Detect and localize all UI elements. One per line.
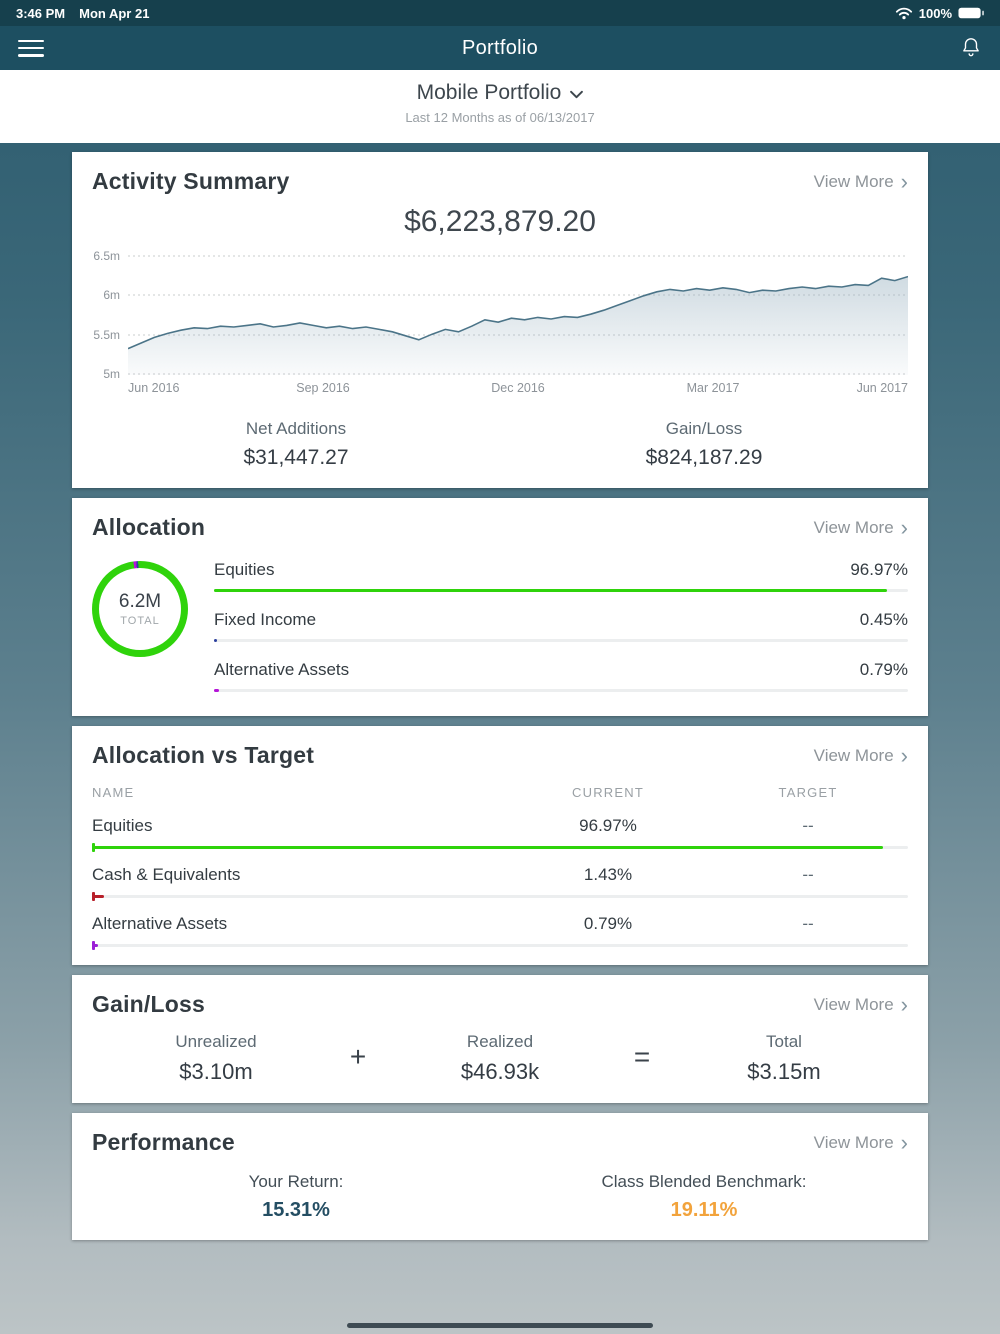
equities-bar: [214, 589, 887, 592]
nav-bar: Portfolio: [0, 26, 1000, 70]
portfolio-selector[interactable]: Mobile Portfolio: [417, 81, 584, 105]
allocation-vs-target-view-more[interactable]: View More ›: [813, 742, 908, 768]
allocation-row-alternative-assets: Alternative Assets 0.79%: [214, 655, 908, 698]
table-row: Cash & Equivalents 1.43% --: [92, 849, 908, 901]
date-range-subtitle: Last 12 Months as of 06/13/2017: [405, 110, 595, 125]
menu-button[interactable]: [18, 39, 44, 57]
equals-operator: =: [633, 1040, 651, 1072]
activity-summary-card: Activity Summary View More › $6,223,879.…: [72, 152, 928, 488]
home-indicator[interactable]: [347, 1323, 653, 1328]
chart-y-axis: 6.5m 6m 5.5m 5m: [93, 249, 120, 381]
activity-summary-title: Activity Summary: [92, 168, 290, 194]
table-row: Alternative Assets 0.79% --: [92, 898, 908, 950]
gain-loss-title: Gain/Loss: [92, 991, 205, 1017]
total-stat: Total $3.15m: [747, 1032, 821, 1084]
allocation-view-more[interactable]: View More ›: [813, 514, 908, 540]
status-date: Mon Apr 21: [79, 5, 150, 21]
battery-icon: [958, 7, 984, 19]
gain-loss-view-more[interactable]: View More ›: [813, 991, 908, 1017]
chevron-right-icon: ›: [900, 168, 908, 194]
chevron-right-icon: ›: [900, 742, 908, 768]
area-chart-svg: [128, 255, 908, 375]
alternative-assets-bar: [214, 689, 220, 692]
activity-summary-view-more[interactable]: View More ›: [813, 168, 908, 194]
chart-x-axis: Jun 2016 Sep 2016 Dec 2016 Mar 2017 Jun …: [128, 381, 908, 395]
table-row: Equities 96.97% --: [92, 800, 908, 852]
benchmark-stat: Class Blended Benchmark: 19.11%: [601, 1172, 807, 1221]
battery-percent: 100%: [918, 5, 952, 21]
chevron-down-icon: [570, 81, 584, 105]
equities-target-bar: [92, 843, 884, 852]
activity-chart: 6.5m 6m 5.5m 5m: [92, 249, 908, 405]
notifications-button[interactable]: [960, 36, 982, 61]
allocation-vs-target-title: Allocation vs Target: [92, 742, 315, 768]
chevron-right-icon: ›: [900, 1129, 908, 1155]
allocation-row-fixed-income: Fixed Income 0.45%: [214, 605, 908, 655]
gain-loss-card: Gain/Loss View More › Unrealized $3.10m …: [72, 975, 928, 1103]
donut-total-label: TOTAL: [120, 615, 160, 627]
donut-total-value: 6.2M: [118, 591, 162, 612]
hamburger-icon: [18, 39, 44, 42]
table-header: NAME CURRENT TARGET: [92, 785, 838, 800]
allocation-title: Allocation: [92, 514, 206, 540]
allocation-donut: 6.2M TOTAL: [92, 561, 188, 657]
chevron-right-icon: ›: [900, 514, 908, 540]
fixed-income-bar: [214, 639, 218, 642]
performance-title: Performance: [92, 1129, 235, 1155]
performance-view-more[interactable]: View More ›: [813, 1129, 908, 1155]
unrealized-stat: Unrealized $3.10m: [175, 1032, 257, 1084]
allocation-row-equities: Equities 96.97%: [214, 555, 908, 605]
page-header: Mobile Portfolio Last 12 Months as of 06…: [0, 70, 1000, 143]
portfolio-name: Mobile Portfolio: [416, 81, 562, 104]
portfolio-total-value: $6,223,879.20: [404, 205, 596, 238]
allocation-vs-target-card: Allocation vs Target View More › NAME CU…: [72, 726, 928, 965]
gain-loss-stat: Gain/Loss $824,187.29: [645, 419, 763, 469]
net-additions-stat: Net Additions $31,447.27: [243, 419, 349, 469]
wifi-icon: [895, 7, 913, 20]
cash-equivalents-target-bar: [92, 892, 104, 901]
plus-operator: +: [349, 1040, 367, 1072]
bell-icon: [960, 36, 982, 61]
your-return-stat: Your Return: 15.31%: [248, 1172, 344, 1221]
chevron-right-icon: ›: [900, 991, 908, 1017]
portfolio-content: Activity Summary View More › $6,223,879.…: [0, 143, 1000, 1240]
status-bar: 3:46 PM Mon Apr 21 100%: [0, 0, 1000, 26]
performance-card: Performance View More › Your Return: 15.…: [72, 1113, 928, 1240]
status-time: 3:46 PM: [16, 5, 66, 21]
alternative-assets-target-bar: [92, 941, 99, 950]
realized-stat: Realized $46.93k: [460, 1032, 540, 1084]
allocation-card: Allocation View More › 6.2M TOTAL Equ: [72, 498, 928, 716]
nav-title: Portfolio: [461, 36, 539, 59]
